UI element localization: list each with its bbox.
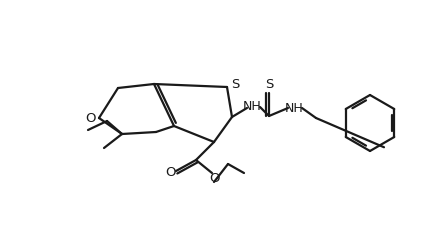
Text: O: O <box>209 173 219 185</box>
Text: NH: NH <box>242 100 261 114</box>
Text: S: S <box>231 78 239 90</box>
Text: NH: NH <box>285 101 303 114</box>
Text: O: O <box>85 111 95 124</box>
Text: O: O <box>165 167 175 179</box>
Text: S: S <box>265 79 273 91</box>
